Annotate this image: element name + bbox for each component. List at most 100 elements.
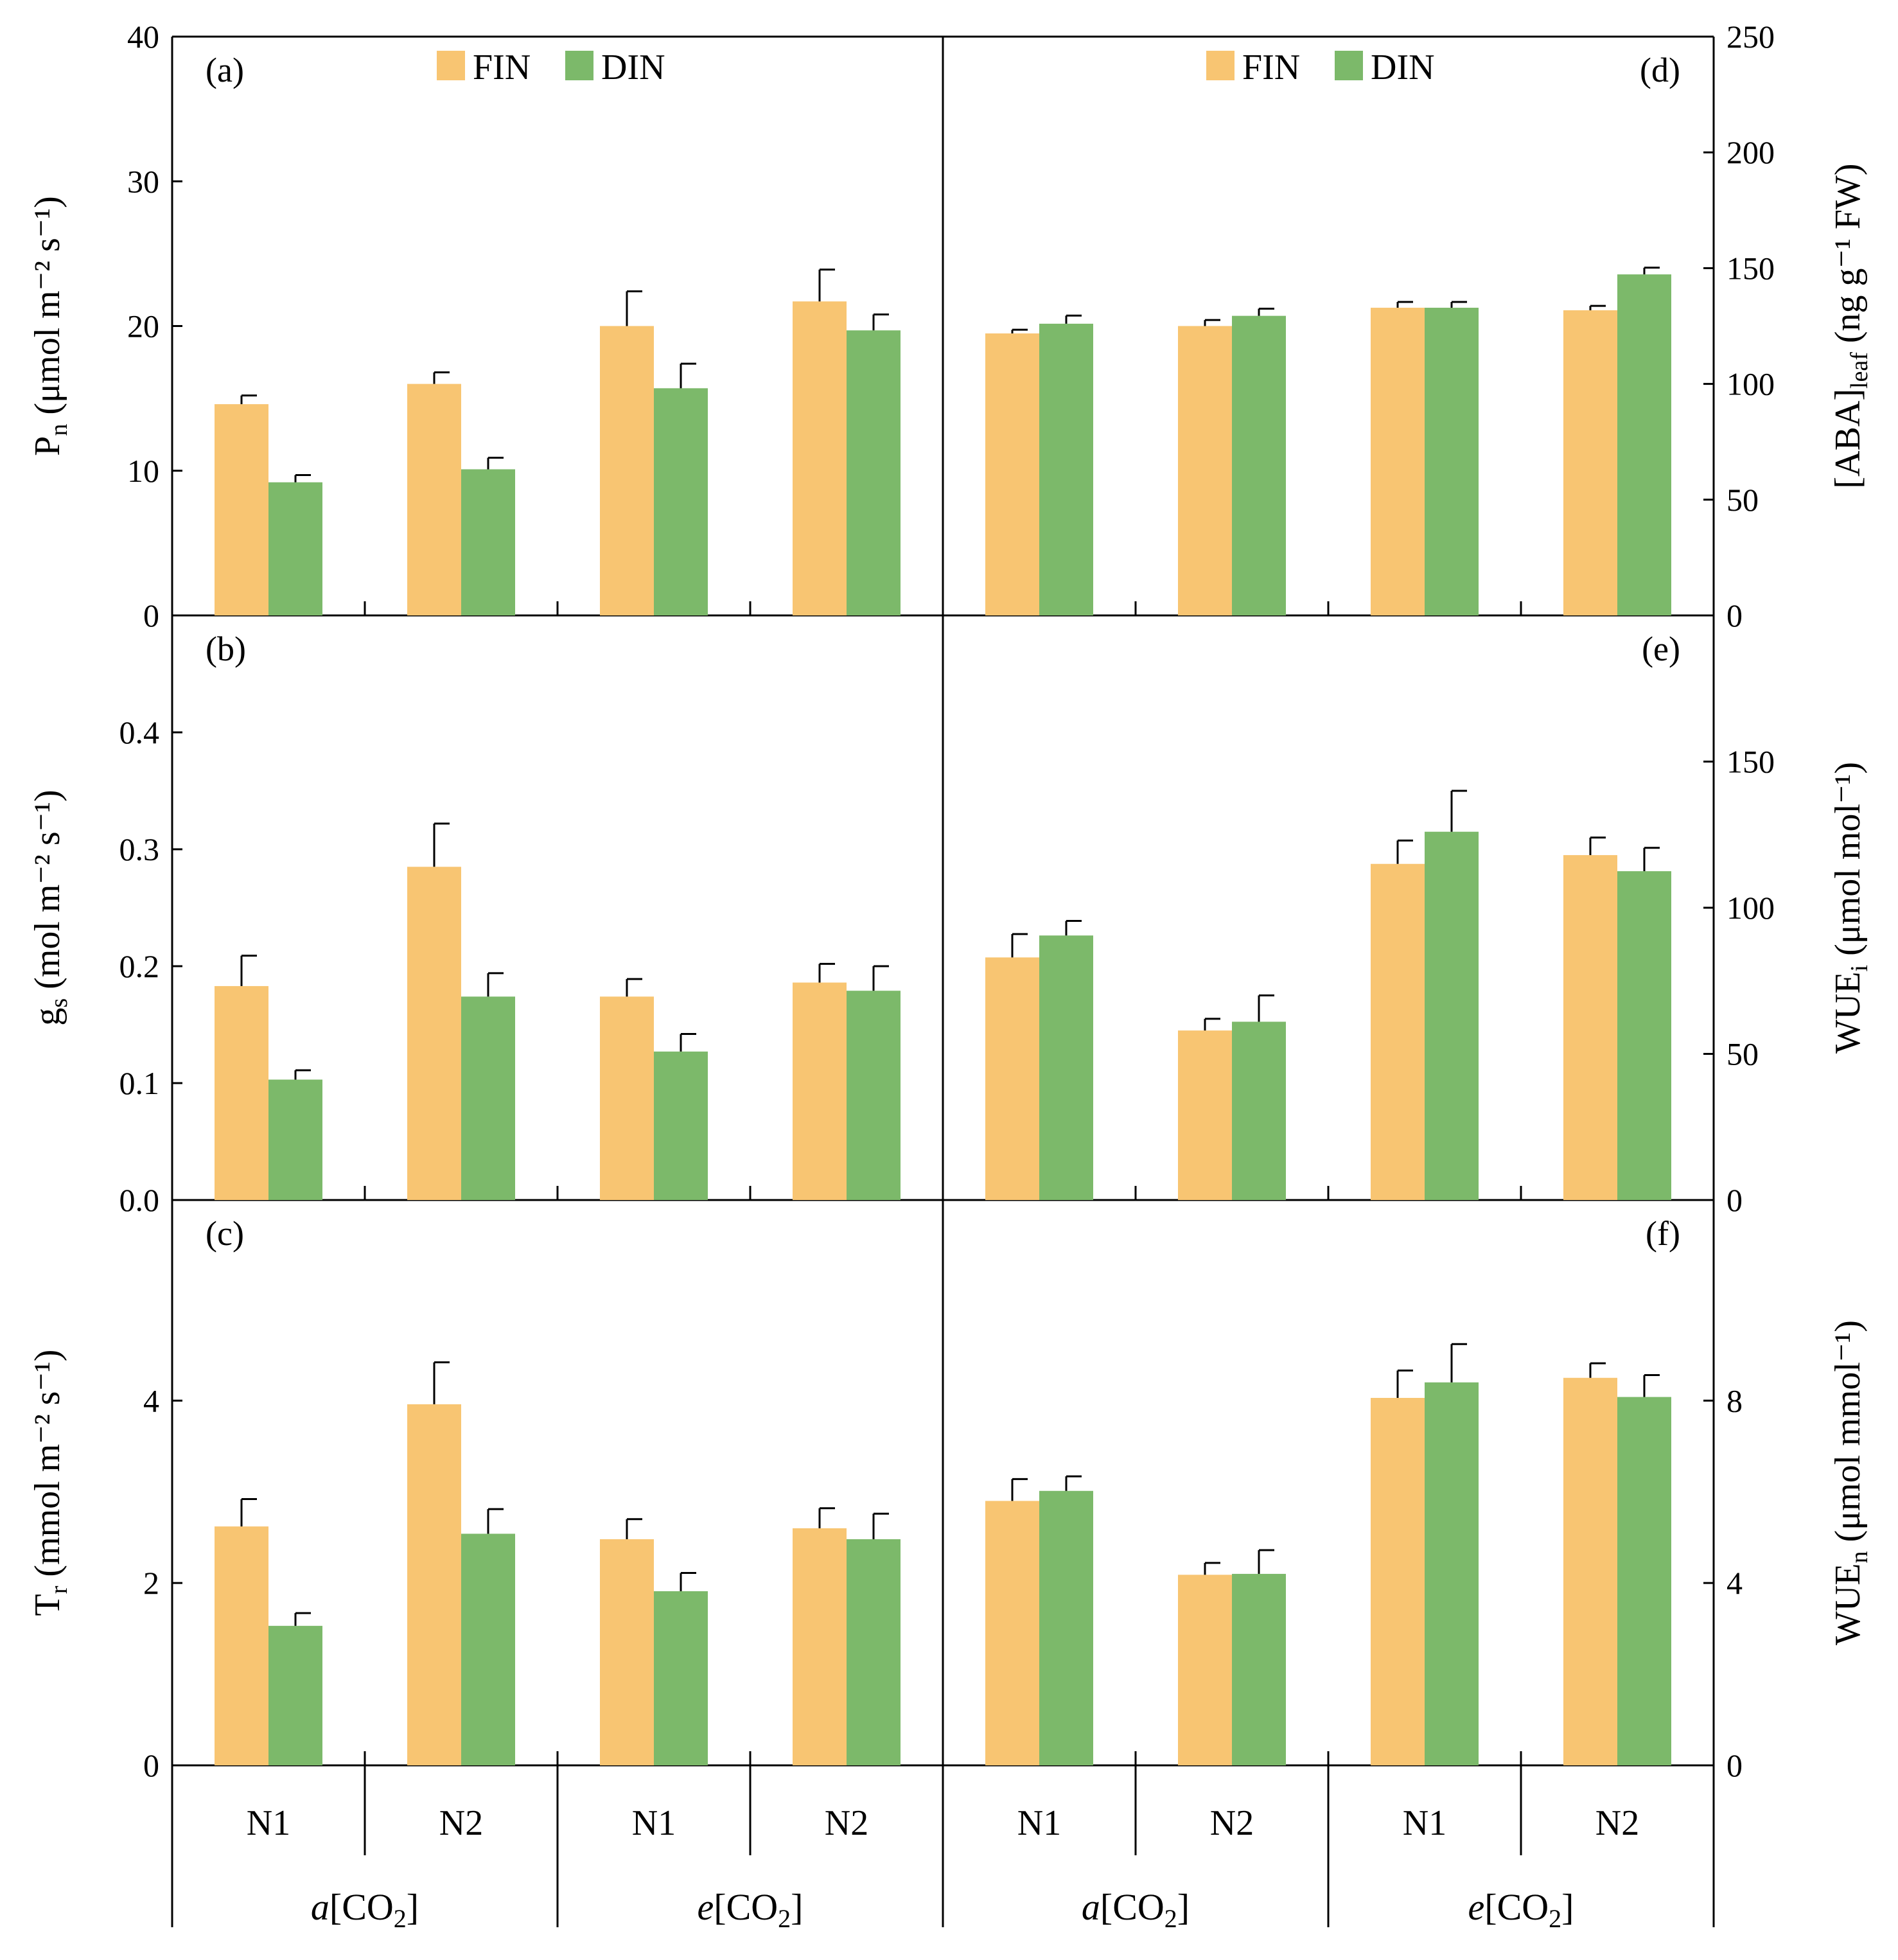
- y-axis-label: [ABA]leaf (ng g⁻¹ FW): [1828, 163, 1873, 488]
- bar-fin: [1178, 1030, 1232, 1200]
- x-group-label: a[CO2]: [1082, 1886, 1190, 1933]
- bar-din: [1039, 1490, 1093, 1765]
- y-tick-label: 50: [1727, 482, 1759, 518]
- x-category-label: N2: [825, 1803, 868, 1843]
- bar-fin: [407, 384, 461, 615]
- y-tick-label: 2: [143, 1565, 159, 1601]
- panel-f: 0 4 8 (f) WUEn (μmol mmol⁻¹): [985, 1214, 1873, 1783]
- x-axis: N1 N2 N1 N2 a[CO2] e[CO2] N1 N2 N1 N2 a[CO2] e[CO2]: [247, 1765, 1639, 1933]
- bar-fin: [985, 957, 1039, 1200]
- legend-swatch-fin: [1206, 51, 1235, 80]
- bar-fin: [1371, 863, 1425, 1200]
- bar-fin: [215, 1526, 268, 1765]
- bar-din: [461, 469, 515, 615]
- bar-fin: [215, 985, 268, 1200]
- bar-fin: [1563, 855, 1617, 1200]
- bar-fin: [985, 333, 1039, 615]
- bar-fin: [407, 867, 461, 1200]
- bar-din: [1232, 315, 1286, 615]
- bar-din: [1617, 1397, 1671, 1765]
- panel-label: (c): [206, 1214, 244, 1253]
- x-category-label: N2: [1595, 1803, 1639, 1843]
- y-axis-label: Tr (mmol m⁻² s⁻¹): [28, 1350, 73, 1616]
- x-category-label: N1: [1017, 1803, 1061, 1843]
- y-tick-label: 0: [1727, 597, 1743, 633]
- y-tick-label: 4: [143, 1382, 159, 1418]
- x-category-label: N1: [632, 1803, 676, 1843]
- y-tick-label: 40: [127, 19, 159, 55]
- bar-din: [461, 1533, 515, 1765]
- x-group-label: a[CO2]: [311, 1886, 419, 1933]
- panel-label: (e): [1642, 630, 1680, 668]
- x-category-label: N2: [1210, 1803, 1254, 1843]
- bar-din: [461, 996, 515, 1200]
- legend-label-din: DIN: [1371, 48, 1435, 87]
- bar-fin: [1371, 1398, 1425, 1765]
- legend-swatch-fin: [437, 51, 465, 80]
- bar-fin: [985, 1501, 1039, 1765]
- panel-label: (f): [1646, 1214, 1680, 1253]
- panel-label: (a): [206, 51, 244, 89]
- bar-fin: [1178, 326, 1232, 615]
- bar-din: [1039, 935, 1093, 1200]
- bar-din: [1425, 308, 1479, 615]
- bar-din: [268, 1625, 322, 1765]
- bar-din: [1425, 1382, 1479, 1765]
- x-group-label: e[CO2]: [698, 1886, 804, 1933]
- y-axis-label: WUEn (μmol mmol⁻¹): [1828, 1320, 1873, 1645]
- y-tick-label: 200: [1727, 134, 1775, 170]
- figure-frame: [171, 35, 1715, 1927]
- bar-fin: [1178, 1575, 1232, 1765]
- panel-c: 0 2 4 (c) Tr (mmol m⁻² s⁻¹): [28, 1214, 901, 1783]
- panel-e: 0 50 100 150 (e) WUEi (μmol mol⁻¹): [985, 630, 1873, 1218]
- panel-label: (d): [1640, 51, 1680, 89]
- bar-din: [268, 482, 322, 615]
- y-tick-label: 0: [1727, 1747, 1743, 1783]
- bar-fin: [1563, 310, 1617, 615]
- bar-fin: [793, 1528, 847, 1765]
- y-tick-label: 50: [1727, 1036, 1759, 1072]
- bar-fin: [600, 996, 654, 1200]
- y-axis-label: Pn (μmol m⁻² s⁻¹): [28, 196, 73, 456]
- y-tick-label: 250: [1727, 19, 1775, 55]
- y-tick-label: 30: [127, 163, 159, 199]
- y-tick-label: 0.2: [119, 948, 160, 984]
- y-tick-label: 8: [1727, 1382, 1743, 1418]
- bar-din: [654, 388, 708, 615]
- y-tick-label: 0.3: [119, 831, 160, 867]
- bar-din: [1232, 1573, 1286, 1765]
- y-tick-label: 150: [1727, 744, 1775, 780]
- bar-din: [1617, 871, 1671, 1200]
- x-category-label: N1: [1403, 1803, 1446, 1843]
- legend-swatch-din: [565, 51, 593, 80]
- y-tick-label: 0.1: [119, 1065, 160, 1101]
- legend-swatch-din: [1335, 51, 1363, 80]
- y-tick-label: 0: [143, 597, 159, 633]
- bar-din: [1232, 1021, 1286, 1200]
- bar-din: [268, 1079, 322, 1200]
- panel-label: (b): [206, 630, 246, 668]
- legend-label-din: DIN: [601, 48, 665, 87]
- legend-label-fin: FIN: [473, 48, 531, 87]
- bar-fin: [600, 326, 654, 615]
- bar-din: [1425, 831, 1479, 1200]
- bar-fin: [793, 982, 847, 1200]
- bar-fin: [407, 1404, 461, 1765]
- bar-din: [1039, 323, 1093, 615]
- bar-din: [847, 1539, 901, 1765]
- y-tick-label: 150: [1727, 250, 1775, 286]
- y-axis-label: WUEi (μmol mol⁻¹): [1828, 762, 1873, 1054]
- panel-a: 0 10 20 30 40 (a) FIN DIN Pn (μmol m⁻² s⁻¹): [28, 19, 901, 633]
- y-tick-label: 4: [1727, 1565, 1743, 1601]
- legend-label-fin: FIN: [1242, 48, 1300, 87]
- bar-fin: [1371, 308, 1425, 615]
- panel-b: 0.0 0.1 0.2 0.3 0.4 (b) gs (mol m⁻² s⁻¹): [28, 630, 901, 1218]
- y-tick-label: 0: [1727, 1182, 1743, 1218]
- bar-fin: [793, 301, 847, 615]
- bar-din: [654, 1051, 708, 1200]
- y-tick-label: 10: [127, 453, 159, 489]
- y-tick-label: 100: [1727, 366, 1775, 402]
- bar-din: [847, 991, 901, 1200]
- bar-din: [654, 1591, 708, 1765]
